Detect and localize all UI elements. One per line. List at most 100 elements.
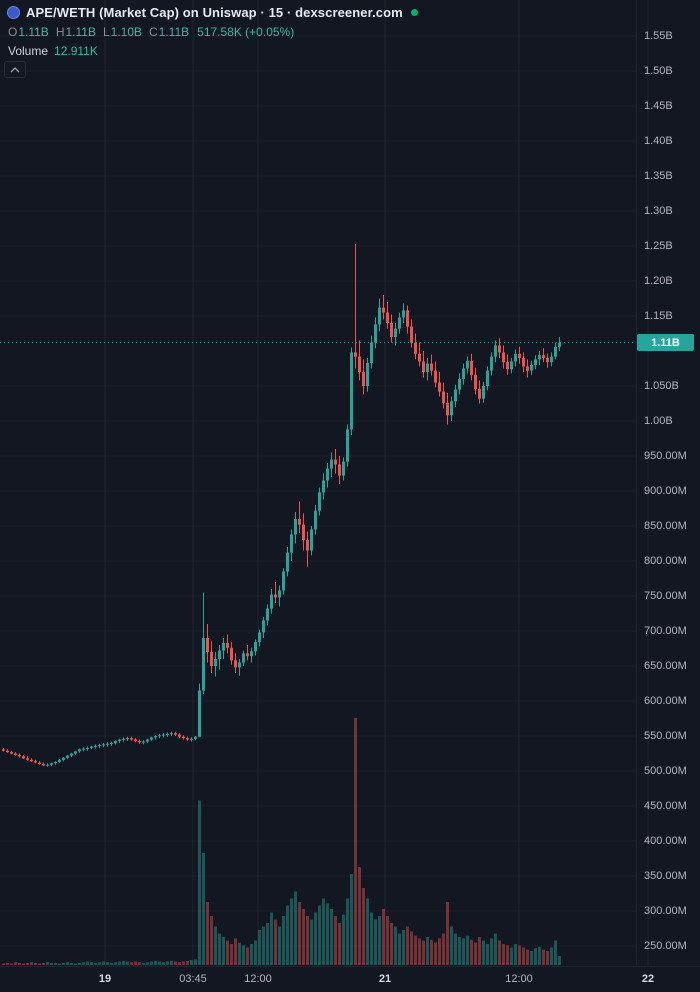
volume-bar (502, 944, 505, 965)
change-value: 517.58K (+0.05%) (197, 25, 295, 39)
volume-bar (374, 919, 377, 965)
candle-body (122, 738, 125, 740)
volume-bar (14, 962, 17, 965)
candle-body (130, 738, 133, 740)
candle-body (302, 524, 305, 540)
candle-body (338, 464, 341, 476)
candle-body (286, 552, 289, 572)
price-axis-label: 1.050B (644, 380, 679, 392)
volume-bar (266, 923, 269, 965)
volume-bar (166, 961, 169, 965)
candle-body (526, 366, 529, 371)
candle-body (310, 529, 313, 551)
price-axis-label: 1.40B (644, 135, 673, 147)
volume-bar (130, 962, 133, 965)
volume-bar (478, 937, 481, 965)
candle-body (498, 345, 501, 353)
volume-bar (410, 931, 413, 965)
volume-bar (34, 962, 37, 965)
chart-legend: APE/WETH (Market Cap) on Uniswap · 15 · … (7, 5, 418, 58)
candle-body (58, 759, 61, 762)
time-axis-label: 22 (641, 973, 655, 985)
volume-bar (334, 916, 337, 965)
candle-body (478, 388, 481, 399)
volume-bar (282, 916, 285, 965)
volume-label: Volume (8, 44, 49, 58)
candle-body (262, 620, 265, 633)
price-axis[interactable]: 1.55B 1.50B 1.45B 1.40B 1.35B 1.30B 1.25B 1.20B… (636, 0, 700, 966)
volume-bar (182, 961, 185, 965)
candle-body (214, 659, 217, 666)
candle-body (386, 312, 389, 323)
volume-bar (414, 935, 417, 965)
candle-body (314, 510, 317, 530)
candle-body (542, 355, 545, 358)
candle-body (410, 326, 413, 343)
volume-bar (458, 937, 461, 965)
volume-bar (302, 909, 305, 965)
candle-body (438, 382, 441, 392)
volume-bar (150, 961, 153, 965)
volume-bar (362, 888, 365, 965)
candle-body (118, 739, 121, 741)
candle-body (190, 738, 193, 740)
price-axis-label: 300.00M (644, 905, 687, 917)
volume-bar (350, 874, 353, 965)
volume-bar (514, 944, 517, 965)
time-axis-label: 12:00 (505, 973, 533, 985)
candle-body (90, 746, 93, 748)
volume-bar (46, 962, 49, 965)
volume-bar (550, 947, 553, 965)
volume-bar (454, 933, 457, 965)
price-axis-label: 600.00M (644, 695, 687, 707)
candle-body (494, 345, 497, 357)
volume-bar (358, 867, 361, 965)
volume-value: 12.911K (54, 44, 98, 58)
candle-body (350, 352, 353, 430)
volume-bar (394, 926, 397, 965)
candle-body (150, 737, 153, 740)
price-axis-label: 1.55B (644, 30, 673, 42)
collapse-pane-button[interactable] (4, 61, 26, 78)
price-axis-label: 1.35B (644, 170, 673, 182)
time-axis[interactable]: 19 03:45 12:00 21 12:00 22 (0, 967, 700, 992)
volume-bar (78, 962, 81, 965)
candle-body (530, 365, 533, 371)
candle-body (174, 733, 177, 735)
candle-body (42, 764, 45, 766)
candle-body (510, 361, 513, 370)
volume-bar (314, 912, 317, 965)
volume-bar (198, 800, 201, 965)
volume-bar (418, 938, 421, 965)
volume-bar (530, 951, 533, 965)
candle-body (50, 763, 53, 765)
volume-bar (430, 939, 433, 965)
candle-body (210, 652, 213, 666)
volume-bar (518, 945, 521, 965)
candle-body (462, 368, 465, 379)
volume-bar (154, 960, 157, 965)
candle-body (446, 402, 449, 416)
candle-body (382, 307, 385, 313)
volume-bar (178, 962, 181, 965)
live-status-dot-icon (410, 9, 418, 16)
high-label: H (55, 25, 65, 39)
candle-body (110, 743, 113, 744)
volume-bar (294, 891, 297, 965)
volume-bar (506, 945, 509, 965)
candle-body (38, 762, 41, 764)
price-axis-label: 1.50B (644, 65, 673, 77)
time-axis-label: 12:00 (244, 973, 272, 985)
volume-bar (250, 944, 253, 965)
candle-body (154, 736, 157, 738)
candle-body (322, 480, 325, 493)
candle-body (414, 342, 417, 354)
volume-bar (190, 960, 193, 965)
volume-bar (202, 853, 205, 965)
candle-body (354, 352, 357, 357)
candle-body (442, 391, 445, 403)
candle-body (334, 459, 337, 465)
candle-body (126, 738, 129, 740)
